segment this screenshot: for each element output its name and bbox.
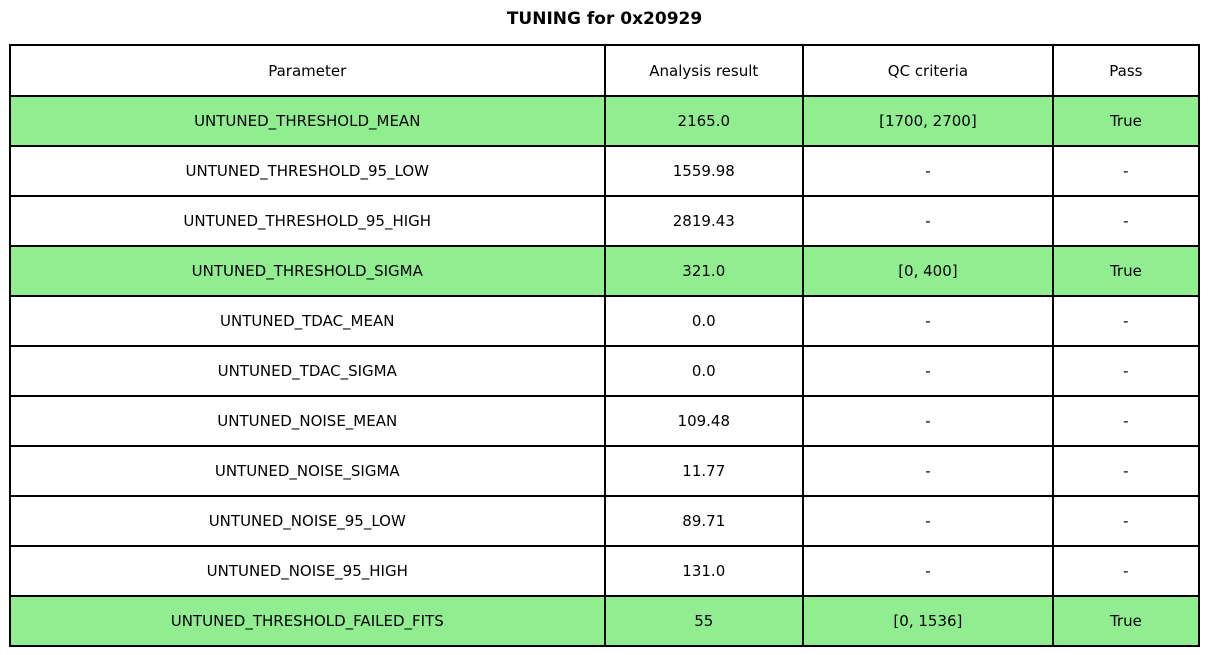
cell-qc-criteria: -	[802, 545, 1054, 597]
cell-parameter: UNTUNED_THRESHOLD_95_LOW	[9, 145, 606, 197]
cell-qc-criteria: -	[802, 145, 1054, 197]
cell-qc-criteria: [0, 400]	[802, 245, 1054, 297]
table-row: UNTUNED_NOISE_MEAN 109.48 - -	[9, 395, 1201, 447]
cell-parameter: UNTUNED_TDAC_SIGMA	[9, 345, 606, 397]
cell-qc-criteria: -	[802, 495, 1054, 547]
cell-analysis-result: 55	[603, 595, 805, 647]
cell-analysis-result: 0.0	[603, 295, 805, 347]
cell-analysis-result: 2819.43	[603, 195, 805, 247]
cell-pass: -	[1051, 445, 1201, 497]
table-row: UNTUNED_THRESHOLD_MEAN 2165.0 [1700, 270…	[9, 95, 1201, 147]
table-row: UNTUNED_TDAC_MEAN 0.0 - -	[9, 295, 1201, 347]
cell-parameter: UNTUNED_THRESHOLD_FAILED_FITS	[9, 595, 606, 647]
table-row: UNTUNED_THRESHOLD_SIGMA 321.0 [0, 400] T…	[9, 245, 1201, 297]
cell-qc-criteria: [1700, 2700]	[802, 95, 1054, 147]
cell-pass: -	[1051, 395, 1201, 447]
cell-pass: -	[1051, 145, 1201, 197]
table-row: UNTUNED_THRESHOLD_95_HIGH 2819.43 - -	[9, 195, 1201, 247]
cell-parameter: UNTUNED_THRESHOLD_MEAN	[9, 95, 606, 147]
cell-qc-criteria: -	[802, 395, 1054, 447]
cell-parameter: UNTUNED_NOISE_MEAN	[9, 395, 606, 447]
cell-pass: True	[1051, 595, 1201, 647]
cell-analysis-result: 131.0	[603, 545, 805, 597]
cell-pass: True	[1051, 245, 1201, 297]
cell-pass: -	[1051, 345, 1201, 397]
cell-analysis-result: 109.48	[603, 395, 805, 447]
cell-qc-criteria: -	[802, 195, 1054, 247]
cell-pass: -	[1051, 195, 1201, 247]
cell-analysis-result: 321.0	[603, 245, 805, 297]
table-row: UNTUNED_NOISE_95_HIGH 131.0 - -	[9, 545, 1201, 597]
column-header-parameter: Parameter	[9, 44, 606, 97]
cell-analysis-result: 0.0	[603, 345, 805, 397]
table-row: UNTUNED_THRESHOLD_FAILED_FITS 55 [0, 153…	[9, 595, 1201, 647]
cell-parameter: UNTUNED_NOISE_95_LOW	[9, 495, 606, 547]
column-header-qc-criteria: QC criteria	[802, 44, 1054, 97]
header-row: Parameter Analysis result QC criteria Pa…	[9, 44, 1201, 97]
cell-analysis-result: 2165.0	[603, 95, 805, 147]
cell-qc-criteria: [0, 1536]	[802, 595, 1054, 647]
chart-title: TUNING for 0x20929	[506, 9, 703, 29]
cell-parameter: UNTUNED_THRESHOLD_95_HIGH	[9, 195, 606, 247]
cell-pass: True	[1051, 95, 1201, 147]
table-row: UNTUNED_TDAC_SIGMA 0.0 - -	[9, 345, 1201, 397]
cell-parameter: UNTUNED_NOISE_95_HIGH	[9, 545, 606, 597]
cell-pass: -	[1051, 295, 1201, 347]
cell-pass: -	[1051, 545, 1201, 597]
cell-qc-criteria: -	[802, 345, 1054, 397]
cell-qc-criteria: -	[802, 295, 1054, 347]
column-header-pass: Pass	[1051, 44, 1201, 97]
table-row: UNTUNED_NOISE_SIGMA 11.77 - -	[9, 445, 1201, 497]
table-row: UNTUNED_NOISE_95_LOW 89.71 - -	[9, 495, 1201, 547]
cell-analysis-result: 1559.98	[603, 145, 805, 197]
qc-table: Parameter Analysis result QC criteria Pa…	[9, 44, 1201, 647]
cell-qc-criteria: -	[802, 445, 1054, 497]
cell-pass: -	[1051, 495, 1201, 547]
column-header-analysis-result: Analysis result	[603, 44, 805, 97]
table-row: UNTUNED_THRESHOLD_95_LOW 1559.98 - -	[9, 145, 1201, 197]
cell-analysis-result: 11.77	[603, 445, 805, 497]
cell-parameter: UNTUNED_THRESHOLD_SIGMA	[9, 245, 606, 297]
cell-parameter: UNTUNED_TDAC_MEAN	[9, 295, 606, 347]
cell-analysis-result: 89.71	[603, 495, 805, 547]
cell-parameter: UNTUNED_NOISE_SIGMA	[9, 445, 606, 497]
